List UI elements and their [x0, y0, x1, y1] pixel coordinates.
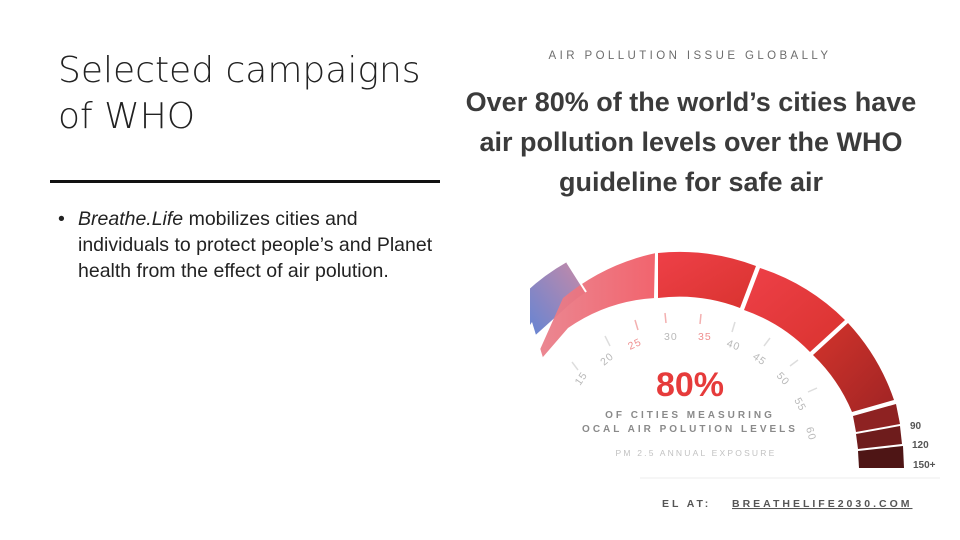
gauge-left-cut [500, 322, 556, 400]
gauge-tick-label: 20 [598, 350, 616, 368]
pollution-gauge: 15 20 25 30 35 40 45 50 55 60 90 120 150… [460, 251, 940, 510]
infographic-eyebrow: AIR POLLUTION ISSUE GLOBALLY [548, 50, 832, 62]
gauge-segment-red [658, 251, 756, 308]
bullet-dot-icon: • [58, 208, 65, 230]
infographic-headline: Over 80% of the world’s cities have air … [465, 87, 917, 197]
breathelife-name: Breathe.Life [78, 208, 184, 230]
gauge-unit-label: PM 2.5 ANNUAL EXPOSURE [616, 448, 777, 458]
slide-title: Selected campaigns of WHO [58, 50, 421, 137]
bullet-list: • Breathe.Life mobilizes cities and indi… [58, 206, 438, 284]
gauge-side-label: 150+ [913, 460, 936, 471]
gauge-side-label: 90 [910, 421, 922, 432]
gauge-fade-left [460, 425, 596, 485]
gauge-segment-pink [530, 253, 656, 372]
gauge-tick-label: 40 [725, 338, 742, 354]
title-underline [50, 180, 440, 183]
gauge-tick-label: 25 [626, 336, 643, 353]
gauge-tick-label: 15 [573, 370, 591, 388]
gauge-segment-maroon-1 [853, 404, 900, 432]
gauge-caption-line1: OF CITIES MEASURING [605, 410, 775, 421]
gauge-tick-label: 50 [774, 370, 792, 388]
air-pollution-infographic: AIR POLLUTION ISSUE GLOBALLY Over 80% of… [460, 40, 940, 540]
bullet-text: mobilizes cities and individuals to prot… [78, 208, 433, 282]
gauge-caption-line2: OCAL AIR POLUTION LEVELS [582, 424, 798, 435]
gauge-segment-blue [526, 262, 586, 340]
footer-prefix: EL AT: [662, 498, 711, 510]
gauge-value: 80% [656, 366, 724, 404]
breathelife-link[interactable]: BREATHELIFE2030.COM [732, 498, 913, 510]
gauge-tick-label: 35 [698, 331, 712, 343]
gauge-side-label: 120 [912, 440, 929, 451]
gauge-segment-maroon-2 [856, 426, 902, 449]
gauge-tick-label: 60 [803, 426, 818, 442]
gauge-segment-red-right [744, 268, 845, 352]
gauge-tick-label: 45 [750, 351, 768, 369]
bullet-item: • Breathe.Life mobilizes cities and indi… [58, 206, 438, 284]
gauge-ticks [571, 312, 818, 393]
gauge-tick-label: 55 [791, 396, 808, 414]
gauge-segment-dark-red [813, 323, 894, 412]
gauge-arc [526, 251, 904, 468]
gauge-tick-label: 30 [664, 331, 678, 343]
gauge-segment-maroon-3 [858, 446, 904, 468]
